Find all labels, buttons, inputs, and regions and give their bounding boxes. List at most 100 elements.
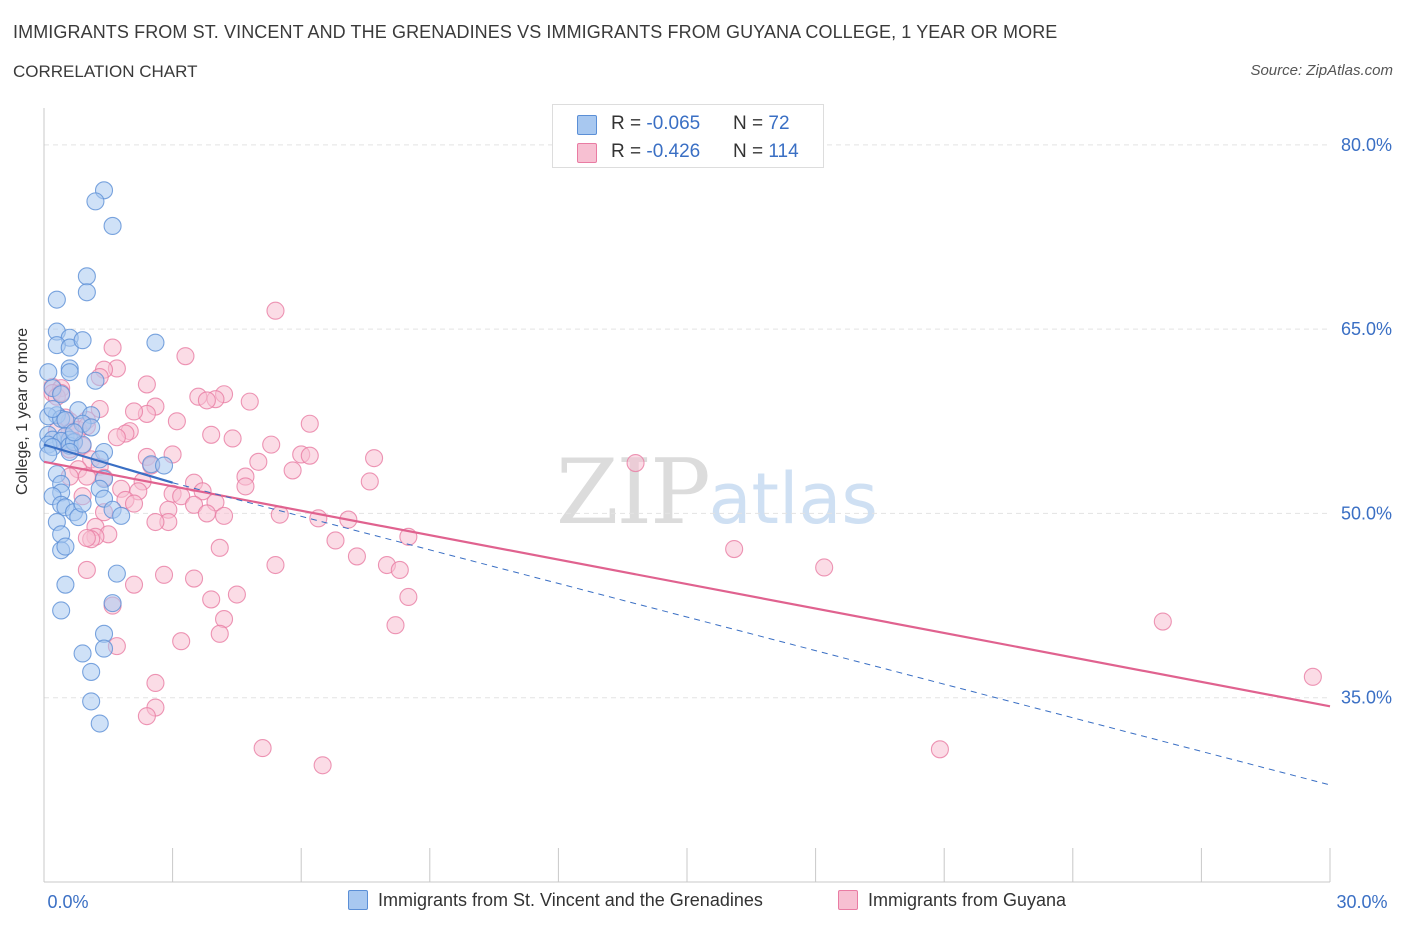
point-st-vincent bbox=[77, 283, 96, 302]
point-guyana bbox=[626, 454, 645, 473]
point-guyana bbox=[313, 756, 332, 775]
point-st-vincent bbox=[77, 267, 96, 286]
bottom-legend-swatch-blue bbox=[348, 890, 368, 910]
point-st-vincent bbox=[52, 601, 71, 620]
legend-n-label: N = 72 bbox=[733, 113, 790, 134]
y-axis-label: College, 1 year or more bbox=[14, 327, 31, 495]
point-guyana bbox=[77, 528, 96, 548]
point-st-vincent bbox=[73, 331, 92, 350]
point-guyana bbox=[1153, 612, 1172, 631]
point-st-vincent bbox=[47, 290, 66, 309]
point-guyana bbox=[167, 412, 186, 431]
point-guyana bbox=[124, 402, 144, 421]
point-st-vincent bbox=[43, 399, 62, 419]
trend-line-st-vincent-extrapolated bbox=[172, 482, 1331, 786]
point-guyana bbox=[154, 565, 174, 584]
point-guyana bbox=[930, 740, 949, 759]
y-tick-label: 35.0% bbox=[1341, 688, 1392, 708]
x-tick-label: 30.0% bbox=[1336, 892, 1387, 912]
legend-swatch-blue bbox=[577, 115, 597, 135]
bottom-legend-label: Immigrants from St. Vincent and the Gren… bbox=[378, 890, 763, 910]
legend-r-value: -0.426 bbox=[646, 141, 701, 162]
point-guyana bbox=[223, 429, 242, 448]
point-guyana bbox=[266, 301, 285, 320]
point-st-vincent bbox=[56, 575, 75, 594]
point-guyana bbox=[365, 449, 384, 468]
point-st-vincent bbox=[39, 363, 58, 382]
point-guyana bbox=[197, 391, 216, 410]
point-st-vincent bbox=[52, 385, 71, 404]
legend-r-value: -0.065 bbox=[646, 113, 701, 134]
point-guyana bbox=[184, 569, 204, 588]
point-st-vincent bbox=[56, 537, 75, 556]
point-st-vincent bbox=[82, 662, 101, 681]
point-st-vincent bbox=[64, 423, 84, 442]
point-guyana bbox=[236, 477, 255, 496]
point-st-vincent bbox=[73, 494, 92, 513]
point-guyana bbox=[184, 495, 204, 514]
point-st-vincent bbox=[82, 692, 101, 711]
point-st-vincent bbox=[94, 639, 114, 658]
point-guyana bbox=[137, 375, 156, 394]
point-guyana bbox=[815, 558, 834, 577]
source-label: Source: ZipAtlas.com bbox=[1250, 62, 1393, 79]
point-guyana bbox=[253, 739, 272, 758]
point-guyana bbox=[266, 555, 285, 575]
point-guyana bbox=[300, 414, 319, 433]
point-st-vincent bbox=[86, 192, 105, 211]
x-tick-label: 0.0% bbox=[47, 892, 88, 912]
point-guyana bbox=[137, 707, 156, 726]
chart-title: IMMIGRANTS FROM ST. VINCENT AND THE GREN… bbox=[13, 22, 1058, 42]
point-guyana bbox=[124, 494, 144, 513]
y-tick-label: 65.0% bbox=[1341, 319, 1392, 339]
bottom-legend-label: Immigrants from Guyana bbox=[868, 890, 1067, 910]
point-guyana bbox=[283, 461, 302, 480]
point-st-vincent bbox=[82, 418, 101, 437]
point-guyana bbox=[360, 472, 379, 491]
point-st-vincent bbox=[86, 371, 105, 390]
point-guyana bbox=[300, 446, 319, 465]
correlation-legend: R = -0.065 N = 72 R = -0.426 N = 114 bbox=[552, 104, 824, 168]
point-st-vincent bbox=[103, 594, 122, 613]
point-guyana bbox=[210, 538, 229, 557]
point-st-vincent bbox=[90, 714, 109, 733]
point-guyana bbox=[1303, 667, 1322, 686]
y-tick-label: 80.0% bbox=[1341, 135, 1392, 155]
point-guyana bbox=[77, 560, 96, 579]
point-guyana bbox=[124, 575, 144, 594]
point-st-vincent bbox=[73, 644, 92, 663]
point-st-vincent bbox=[146, 333, 165, 352]
bottom-legend-swatch-pink bbox=[838, 890, 858, 910]
y-tick-label: 50.0% bbox=[1341, 503, 1392, 523]
point-guyana bbox=[386, 616, 405, 635]
point-guyana bbox=[249, 452, 268, 471]
trend-line-st-vincent bbox=[43, 443, 173, 484]
point-guyana bbox=[202, 425, 221, 444]
point-guyana bbox=[210, 624, 229, 643]
point-guyana bbox=[227, 585, 246, 604]
legend-swatch-pink bbox=[577, 143, 597, 163]
bottom-legend-series1: Immigrants from St. Vincent and the Gren… bbox=[348, 890, 763, 911]
point-guyana bbox=[107, 428, 126, 447]
point-guyana bbox=[725, 540, 744, 559]
point-guyana bbox=[240, 392, 259, 411]
legend-r-label: R = -0.426 bbox=[611, 141, 701, 162]
point-st-vincent bbox=[107, 564, 126, 583]
chart-subtitle: CORRELATION CHART bbox=[13, 62, 198, 81]
legend-n-value: 72 bbox=[768, 113, 790, 134]
point-guyana bbox=[146, 512, 165, 532]
point-st-vincent bbox=[103, 216, 122, 235]
point-guyana bbox=[399, 587, 418, 607]
point-st-vincent bbox=[154, 456, 174, 475]
point-guyana bbox=[390, 560, 409, 579]
point-guyana bbox=[176, 347, 195, 366]
bottom-legend-series2: Immigrants from Guyana bbox=[838, 890, 1066, 911]
trend-line-guyana bbox=[43, 460, 1331, 708]
point-guyana bbox=[347, 547, 366, 566]
point-guyana bbox=[326, 531, 345, 550]
point-st-vincent bbox=[60, 363, 79, 382]
point-guyana bbox=[214, 506, 234, 525]
point-guyana bbox=[202, 590, 221, 609]
point-st-vincent bbox=[112, 506, 131, 525]
point-guyana bbox=[197, 504, 216, 523]
